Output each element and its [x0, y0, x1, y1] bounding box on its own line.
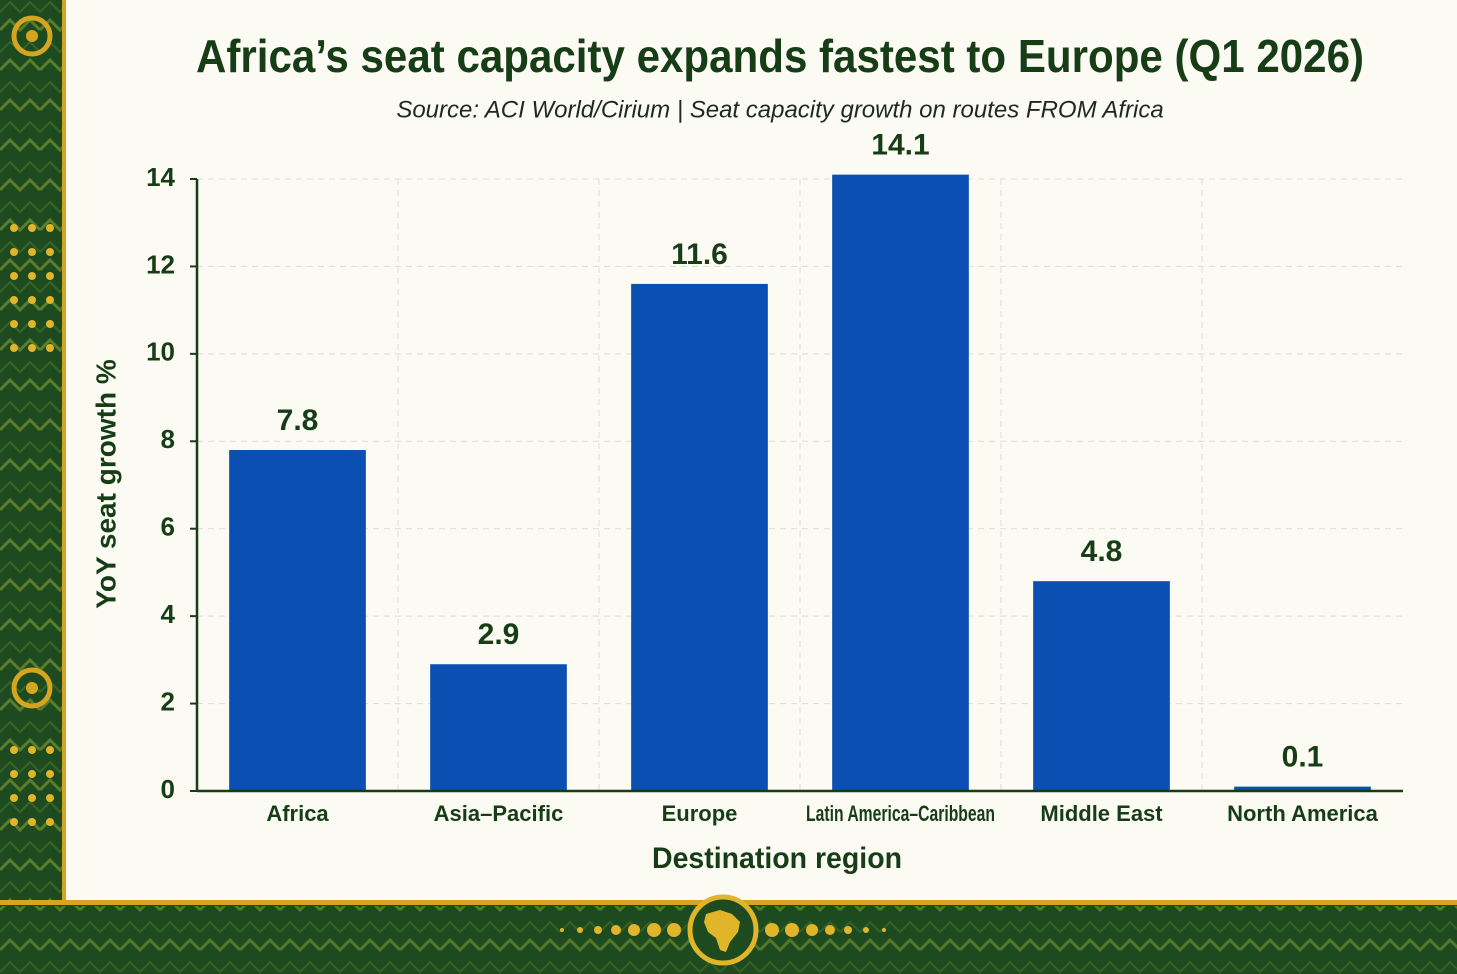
x-tick-label: Africa: [266, 801, 329, 826]
y-tick-label: 12: [146, 249, 175, 279]
y-tick-label: 2: [161, 686, 175, 716]
left-border: [0, 0, 66, 904]
x-axis-label: Destination region: [652, 842, 902, 875]
bar: [832, 174, 969, 792]
bar: [430, 664, 567, 791]
value-label: 7.8: [277, 404, 319, 437]
x-tick-label: Asia–Pacific: [434, 801, 564, 826]
bar: [1033, 581, 1170, 791]
value-label: 4.8: [1081, 535, 1123, 568]
x-tick-label: North America: [1227, 801, 1379, 826]
y-axis-label: YoY seat growth %: [90, 359, 121, 609]
value-label: 2.9: [478, 618, 520, 651]
y-tick-label: 4: [161, 599, 176, 629]
x-tick-label: Middle East: [1040, 801, 1163, 826]
y-tick-label: 8: [161, 424, 175, 454]
bar: [229, 450, 366, 791]
value-label: 14.1: [871, 129, 929, 162]
bar: [1234, 786, 1371, 791]
bar: [631, 283, 768, 791]
y-tick-label: 14: [146, 162, 175, 192]
y-tick-label: 10: [146, 337, 175, 367]
bottom-border: [0, 894, 1457, 974]
x-tick-label: Latin America–Caribbean: [806, 801, 995, 826]
x-tick-label: Europe: [662, 801, 738, 826]
value-label: 11.6: [671, 238, 728, 271]
chart-title: Africa’s seat capacity expands fastest t…: [196, 30, 1364, 82]
y-tick-label: 0: [161, 774, 175, 804]
y-tick-label: 6: [161, 512, 175, 542]
value-label: 0.1: [1282, 741, 1324, 774]
chart-subtitle: Source: ACI World/Cirium | Seat capacity…: [396, 96, 1163, 123]
